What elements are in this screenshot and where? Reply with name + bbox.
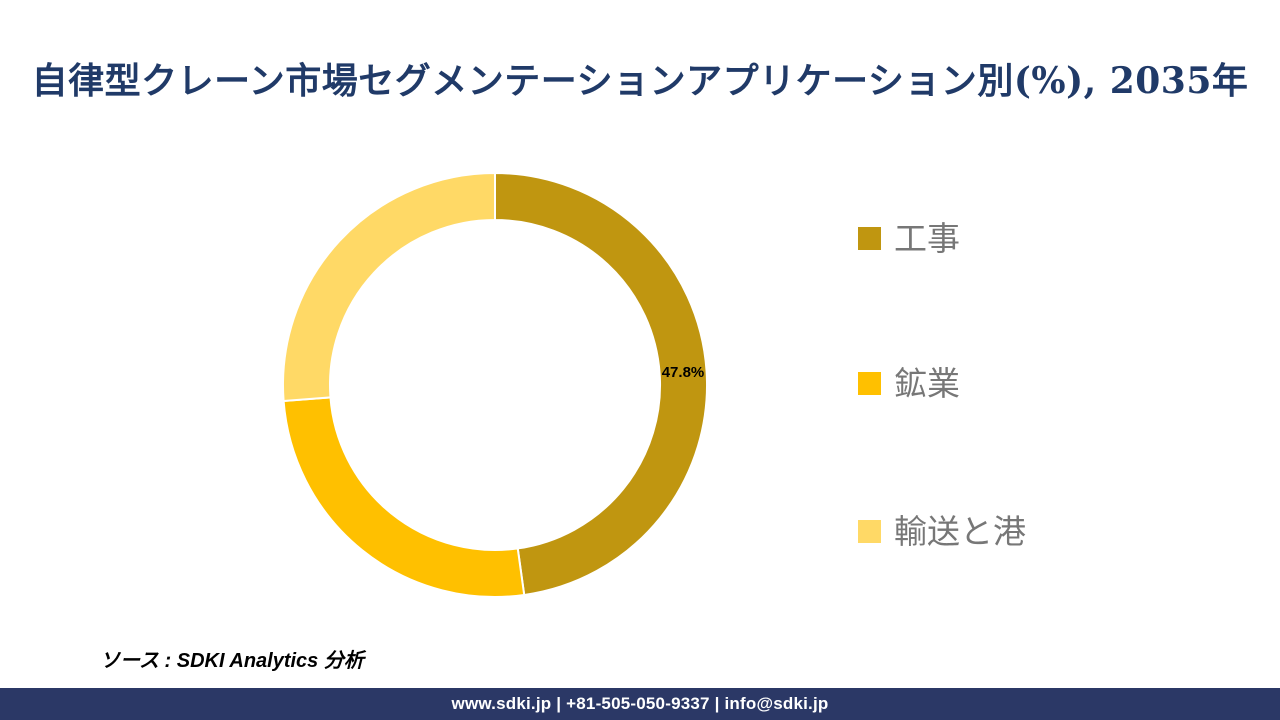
donut-chart-svg: 47.8% [282, 171, 708, 598]
footer-contact: www.sdki.jp | +81-505-050-9337 | info@sd… [451, 694, 829, 713]
legend-item-transport-ports: 輸送と港 [858, 508, 1026, 554]
legend-swatch-transport-ports [858, 519, 881, 543]
chart-title: 自律型クレーン市場セグメンテーションアプリケーション別(%), 2035年 [31, 60, 1249, 102]
chart-legend: 工事 鉱業 輸送と港 [858, 0, 1178, 720]
donut-segment-工事 [494, 171, 708, 597]
source-note: ソース : SDKI Analytics 分析 [100, 650, 364, 672]
legend-label-construction: 工事 [894, 219, 960, 257]
donut-chart: 47.8% [275, 165, 715, 605]
legend-swatch-construction [858, 226, 881, 250]
legend-item-construction: 工事 [858, 215, 960, 261]
legend-swatch-mining [858, 371, 881, 395]
donut-segment-輸送と港 [282, 171, 496, 403]
donut-segment-鉱業 [282, 396, 526, 598]
footer-bar: www.sdki.jp | +81-505-050-9337 | info@sd… [0, 688, 1280, 720]
donut-data-label: 47.8% [662, 364, 705, 381]
legend-item-mining: 鉱業 [858, 360, 960, 406]
legend-label-mining: 鉱業 [894, 364, 960, 402]
legend-label-transport-ports: 輸送と港 [894, 512, 1026, 550]
